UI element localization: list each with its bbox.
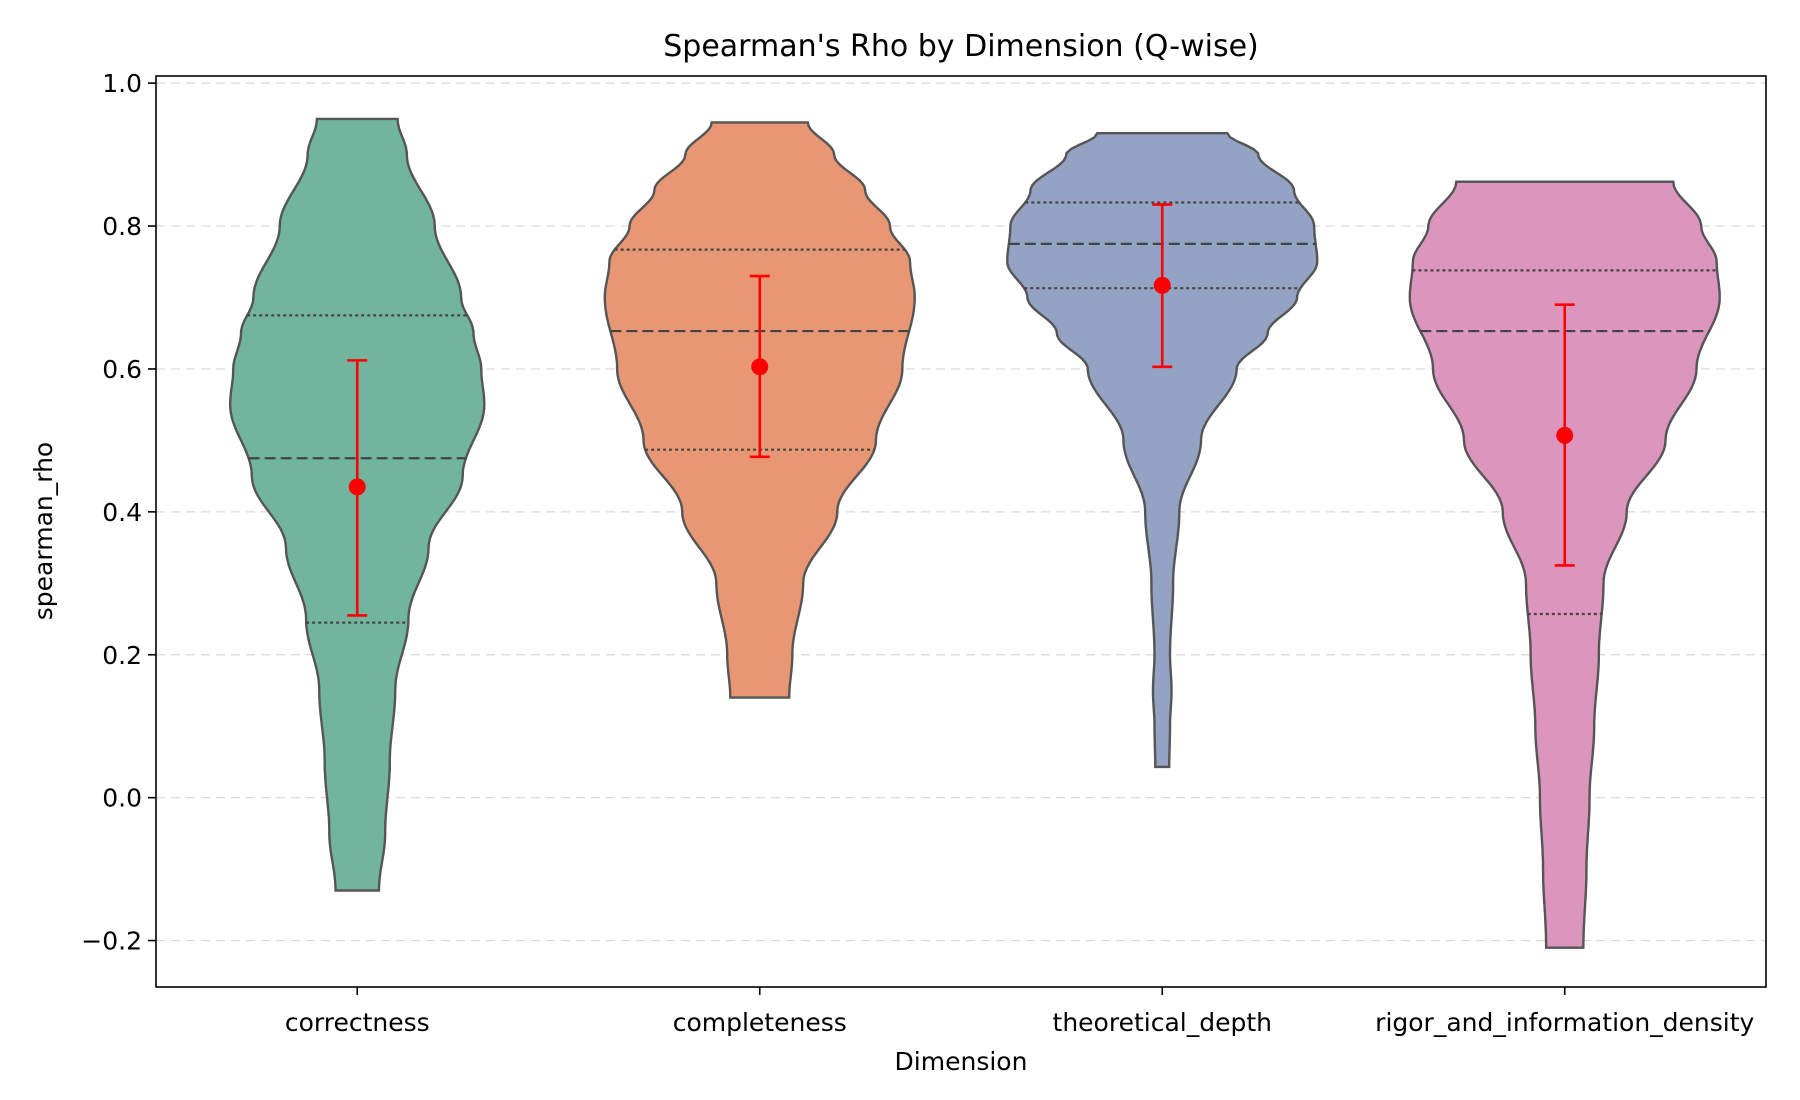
x-tick-label: correctness: [285, 1008, 430, 1037]
y-axis-label: spearman_rho: [29, 442, 58, 620]
x-tick-label: theoretical_depth: [1053, 1008, 1272, 1037]
y-axis-ticks: −0.2 0.0 0.2 0.4 0.6 0.8 1.0: [81, 69, 156, 956]
mean-error-bars: [347, 203, 1575, 617]
x-axis-ticks: correctness completeness theoretical_depth…: [285, 987, 1755, 1037]
y-tick-label: 0.4: [102, 498, 142, 527]
mean-point: [1556, 426, 1574, 444]
plot-frame: [155, 75, 1767, 988]
mean-point: [1153, 276, 1171, 294]
x-tick-label: completeness: [673, 1008, 847, 1037]
chart-title: Spearman's Rho by Dimension (Q-wise): [663, 29, 1259, 64]
y-tick-label: 1.0: [102, 69, 142, 98]
y-tick-label: 0.0: [102, 784, 142, 813]
mean-point: [751, 358, 769, 376]
violin-body: [1006, 132, 1319, 769]
y-tick-label: 0.8: [102, 212, 142, 241]
mean-point: [348, 478, 366, 496]
y-tick-label: −0.2: [81, 927, 142, 956]
x-tick-label: rigor_and_information_density: [1375, 1008, 1754, 1037]
x-axis-label: Dimension: [895, 1047, 1028, 1076]
y-tick-label: 0.6: [102, 355, 142, 384]
y-tick-label: 0.2: [102, 641, 142, 670]
violins: [228, 117, 1721, 949]
